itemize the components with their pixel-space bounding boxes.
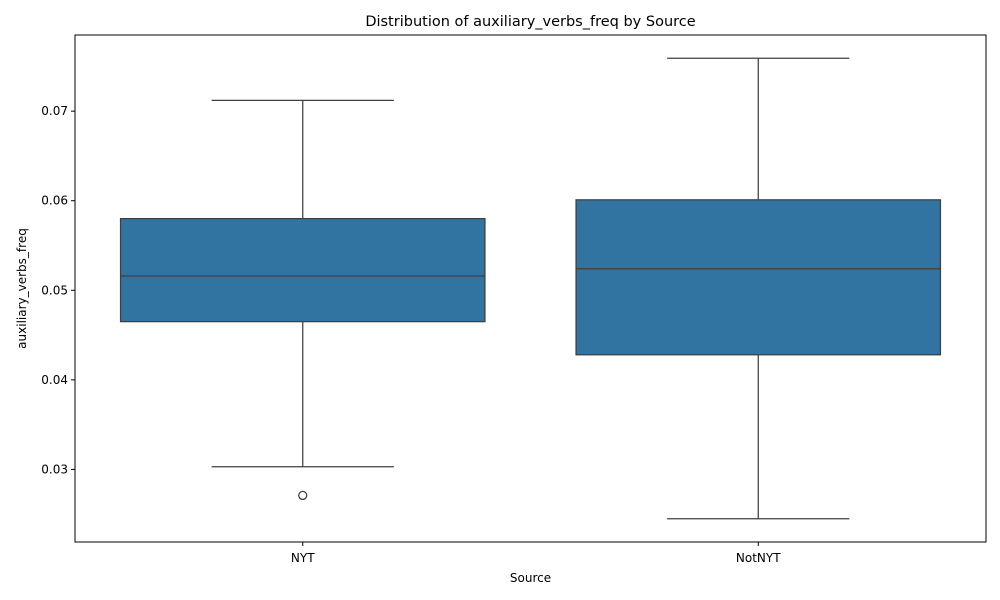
- y-tick-label: 0.05: [41, 283, 68, 297]
- box-group-nyt: [119, 99, 486, 501]
- x-axis: NYT NotNYT: [291, 542, 781, 565]
- chart-title: Distribution of auxiliary_verbs_freq by …: [365, 14, 695, 30]
- y-tick-label: 0.06: [41, 194, 68, 208]
- x-axis-title: Source: [510, 571, 551, 585]
- iqr-box: [575, 199, 942, 356]
- x-tick-label: NotNYT: [736, 551, 781, 565]
- plot-area: [119, 57, 942, 520]
- outlier-point: [298, 490, 308, 501]
- box-group-notnyt: [575, 57, 942, 520]
- y-tick-label: 0.03: [41, 462, 68, 476]
- axes-frame: [74, 34, 987, 543]
- iqr-box: [119, 218, 486, 323]
- y-axis-title: auxiliary_verbs_freq: [15, 228, 29, 349]
- x-tick-label: NYT: [291, 551, 315, 565]
- y-tick-label: 0.04: [41, 373, 68, 387]
- y-axis: 0.03 0.04 0.05 0.06 0.07: [41, 104, 75, 476]
- y-tick-label: 0.07: [41, 104, 68, 118]
